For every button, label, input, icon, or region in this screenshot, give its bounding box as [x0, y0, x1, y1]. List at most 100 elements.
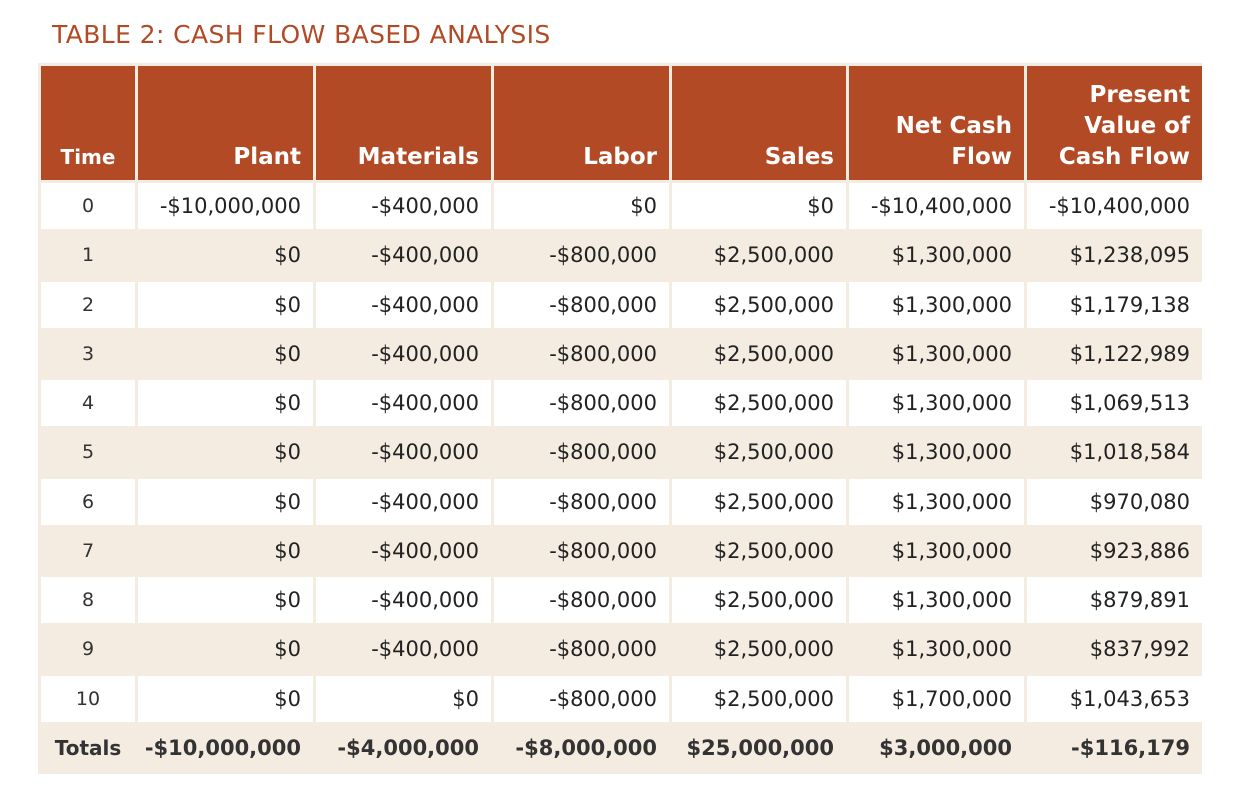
cell-present-value: $1,043,653 [1027, 675, 1202, 722]
cell-time: 3 [41, 330, 135, 377]
cell-labor: -$800,000 [494, 232, 669, 279]
column-header-present-value: Present Value of Cash Flow [1027, 66, 1202, 180]
total-labor: -$8,000,000 [494, 724, 669, 771]
cell-net-cash-flow: $1,300,000 [849, 330, 1024, 377]
cell-sales: $0 [672, 183, 846, 230]
cell-time: 9 [41, 626, 135, 673]
cell-present-value: $1,069,513 [1027, 380, 1202, 427]
cell-materials: -$400,000 [316, 380, 491, 427]
table-row: 5 $0 -$400,000 -$800,000 $2,500,000 $1,3… [41, 429, 1202, 476]
cell-net-cash-flow: $1,300,000 [849, 577, 1024, 624]
cell-time: 0 [41, 183, 135, 230]
cell-labor: -$800,000 [494, 380, 669, 427]
cell-net-cash-flow: $1,300,000 [849, 281, 1024, 328]
cell-plant: $0 [138, 626, 313, 673]
table-body: 0 -$10,000,000 -$400,000 $0 $0 -$10,400,… [41, 183, 1202, 771]
cell-labor: $0 [494, 183, 669, 230]
cell-plant: -$10,000,000 [138, 183, 313, 230]
cell-net-cash-flow: $1,300,000 [849, 527, 1024, 574]
cell-materials: $0 [316, 675, 491, 722]
table-row: 0 -$10,000,000 -$400,000 $0 $0 -$10,400,… [41, 183, 1202, 230]
cell-plant: $0 [138, 281, 313, 328]
table-title: TABLE 2: CASH FLOW BASED ANALYSIS [52, 20, 551, 49]
cell-sales: $2,500,000 [672, 577, 846, 624]
table-row: 2 $0 -$400,000 -$800,000 $2,500,000 $1,3… [41, 281, 1202, 328]
cell-sales: $2,500,000 [672, 429, 846, 476]
cell-time: 8 [41, 577, 135, 624]
cell-labor: -$800,000 [494, 478, 669, 525]
total-plant: -$10,000,000 [138, 724, 313, 771]
total-present-value: -$116,179 [1027, 724, 1202, 771]
cell-plant: $0 [138, 429, 313, 476]
cell-net-cash-flow: $1,300,000 [849, 626, 1024, 673]
cell-present-value: $970,080 [1027, 478, 1202, 525]
cell-sales: $2,500,000 [672, 478, 846, 525]
cell-time: 6 [41, 478, 135, 525]
cell-sales: $2,500,000 [672, 380, 846, 427]
cell-present-value: $879,891 [1027, 577, 1202, 624]
cell-labor: -$800,000 [494, 577, 669, 624]
cell-sales: $2,500,000 [672, 626, 846, 673]
cell-net-cash-flow: $1,300,000 [849, 478, 1024, 525]
cell-net-cash-flow: -$10,400,000 [849, 183, 1024, 230]
cell-sales: $2,500,000 [672, 330, 846, 377]
cell-plant: $0 [138, 478, 313, 525]
cell-plant: $0 [138, 380, 313, 427]
column-header-time: Time [41, 66, 135, 180]
cell-present-value: $837,992 [1027, 626, 1202, 673]
column-header-plant: Plant [138, 66, 313, 180]
cell-labor: -$800,000 [494, 527, 669, 574]
cell-materials: -$400,000 [316, 478, 491, 525]
cell-plant: $0 [138, 527, 313, 574]
total-materials: -$4,000,000 [316, 724, 491, 771]
cell-present-value: $1,179,138 [1027, 281, 1202, 328]
cell-sales: $2,500,000 [672, 675, 846, 722]
cell-present-value: $1,018,584 [1027, 429, 1202, 476]
cell-net-cash-flow: $1,300,000 [849, 232, 1024, 279]
table-row: 6 $0 -$400,000 -$800,000 $2,500,000 $1,3… [41, 478, 1202, 525]
cell-materials: -$400,000 [316, 527, 491, 574]
cell-time: 7 [41, 527, 135, 574]
cell-plant: $0 [138, 675, 313, 722]
totals-row: Totals -$10,000,000 -$4,000,000 -$8,000,… [41, 724, 1202, 771]
totals-label: Totals [41, 724, 135, 771]
column-header-materials: Materials [316, 66, 491, 180]
cell-materials: -$400,000 [316, 577, 491, 624]
cell-net-cash-flow: $1,300,000 [849, 429, 1024, 476]
table-row: 10 $0 $0 -$800,000 $2,500,000 $1,700,000… [41, 675, 1202, 722]
cell-labor: -$800,000 [494, 675, 669, 722]
cell-time: 2 [41, 281, 135, 328]
cell-time: 4 [41, 380, 135, 427]
cell-present-value: -$10,400,000 [1027, 183, 1202, 230]
cell-materials: -$400,000 [316, 281, 491, 328]
cell-materials: -$400,000 [316, 429, 491, 476]
table-row: 1 $0 -$400,000 -$800,000 $2,500,000 $1,3… [41, 232, 1202, 279]
cell-plant: $0 [138, 232, 313, 279]
cell-present-value: $923,886 [1027, 527, 1202, 574]
cash-flow-table: Time Plant Materials Labor Sales Net Cas… [38, 63, 1205, 774]
cell-time: 1 [41, 232, 135, 279]
column-header-net-cash-flow: Net Cash Flow [849, 66, 1024, 180]
cell-present-value: $1,238,095 [1027, 232, 1202, 279]
cell-labor: -$800,000 [494, 281, 669, 328]
cash-flow-table-frame: Time Plant Materials Labor Sales Net Cas… [38, 63, 1202, 774]
cell-materials: -$400,000 [316, 232, 491, 279]
cell-labor: -$800,000 [494, 330, 669, 377]
table-row: 7 $0 -$400,000 -$800,000 $2,500,000 $1,3… [41, 527, 1202, 574]
cell-labor: -$800,000 [494, 626, 669, 673]
cell-plant: $0 [138, 577, 313, 624]
cell-time: 5 [41, 429, 135, 476]
cell-sales: $2,500,000 [672, 281, 846, 328]
cell-labor: -$800,000 [494, 429, 669, 476]
table-row: 9 $0 -$400,000 -$800,000 $2,500,000 $1,3… [41, 626, 1202, 673]
cell-net-cash-flow: $1,700,000 [849, 675, 1024, 722]
cell-materials: -$400,000 [316, 626, 491, 673]
column-header-labor: Labor [494, 66, 669, 180]
cell-time: 10 [41, 675, 135, 722]
cell-sales: $2,500,000 [672, 527, 846, 574]
cell-plant: $0 [138, 330, 313, 377]
table-row: 3 $0 -$400,000 -$800,000 $2,500,000 $1,3… [41, 330, 1202, 377]
header-row: Time Plant Materials Labor Sales Net Cas… [41, 66, 1202, 180]
cell-present-value: $1,122,989 [1027, 330, 1202, 377]
total-sales: $25,000,000 [672, 724, 846, 771]
